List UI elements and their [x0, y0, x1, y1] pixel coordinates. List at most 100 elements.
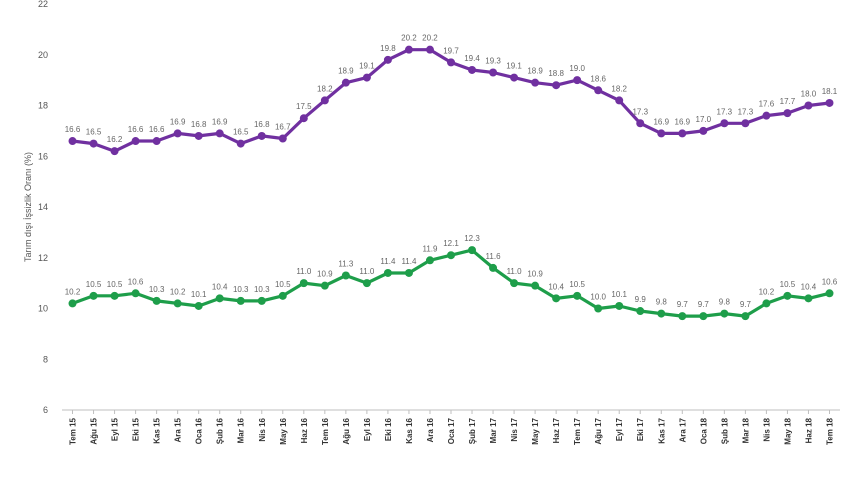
data-label: 10.1 — [611, 290, 627, 299]
x-tick-label: Tem 17 — [573, 417, 582, 445]
x-tick-label: Tem 15 — [69, 417, 78, 445]
data-label: 10.3 — [149, 285, 165, 294]
data-label: 17.5 — [296, 102, 312, 111]
x-tick-label: Mar 18 — [741, 417, 750, 443]
data-point — [552, 294, 561, 303]
data-point — [194, 131, 203, 140]
data-label: 16.9 — [212, 117, 228, 126]
x-tick-label: Kas 16 — [405, 417, 414, 443]
data-point — [825, 289, 834, 298]
x-tick-label: Mar 16 — [237, 417, 246, 443]
data-labels: 16.6 16.5 16.2 16.6 16.6 16.9 16.8 16.9 16.5 16.8… — [65, 34, 838, 309]
data-point — [783, 291, 792, 300]
data-label: 18.1 — [822, 87, 838, 96]
x-tick-label: Kas 15 — [153, 417, 162, 443]
data-point — [657, 129, 666, 138]
x-tick-label: Ağu 17 — [594, 417, 603, 444]
data-point — [594, 86, 603, 95]
data-point — [636, 307, 645, 316]
data-point — [320, 281, 329, 290]
data-label: 9.7 — [698, 300, 710, 309]
data-point — [657, 309, 666, 318]
data-point — [131, 289, 140, 298]
data-point — [404, 268, 413, 277]
data-point — [783, 109, 792, 118]
x-tick-label: Eyl 16 — [363, 417, 372, 441]
data-point — [489, 68, 498, 77]
data-point — [825, 98, 834, 107]
data-point — [131, 137, 140, 146]
data-point — [615, 96, 624, 105]
data-label: 11.6 — [486, 252, 502, 261]
data-point — [236, 139, 245, 148]
data-point — [404, 45, 413, 54]
data-label: 10.3 — [233, 285, 249, 294]
data-point — [678, 312, 687, 321]
data-point — [383, 268, 392, 277]
data-point — [741, 312, 750, 321]
data-point — [215, 294, 224, 303]
y-tick-label: 22 — [38, 0, 48, 9]
data-label: 17.6 — [759, 100, 775, 109]
data-label: 18.2 — [611, 84, 627, 93]
series-lines — [68, 45, 834, 321]
data-point — [468, 246, 477, 255]
y-tick-label: 18 — [38, 101, 48, 111]
x-tick-label: Ağu 15 — [90, 417, 99, 444]
data-label: 19.0 — [569, 64, 585, 73]
x-tick-label: Eyl 15 — [111, 417, 120, 441]
y-tick-label: 8 — [43, 354, 48, 364]
data-label: 17.7 — [780, 97, 796, 106]
y-tick-label: 14 — [38, 202, 48, 212]
data-label: 16.6 — [149, 125, 165, 134]
data-point — [278, 291, 287, 300]
data-point — [447, 58, 455, 67]
data-point — [762, 111, 771, 120]
x-tick-label: Haz 17 — [552, 417, 561, 443]
data-label: 10.2 — [759, 287, 775, 296]
y-tick-label: 12 — [38, 253, 48, 263]
data-point — [257, 131, 266, 140]
data-label: 11.0 — [359, 267, 375, 276]
data-label: 19.1 — [506, 62, 522, 71]
x-tick-label: Oca 16 — [195, 417, 204, 444]
data-label: 16.6 — [128, 125, 144, 134]
data-label: 16.9 — [170, 117, 186, 126]
data-label: 10.2 — [65, 287, 81, 296]
data-label: 10.5 — [107, 280, 123, 289]
data-point — [425, 256, 434, 265]
data-label: 20.2 — [422, 34, 438, 43]
data-label: 16.2 — [107, 135, 123, 144]
data-point — [362, 73, 371, 82]
data-label: 17.3 — [632, 107, 648, 116]
data-label: 10.0 — [590, 293, 606, 302]
data-point — [341, 271, 350, 280]
data-label: 11.0 — [507, 267, 523, 276]
x-tick-label: Tem 16 — [321, 417, 330, 445]
axes: 6 8 10 12 14 16 18 20 22 Tem 15 Ağu 15 Eyl 15 Eki 15… — [38, 0, 840, 445]
data-label: 11.4 — [401, 257, 417, 266]
x-tick-label: Ara 15 — [174, 417, 183, 442]
data-point — [194, 301, 203, 310]
data-label: 16.9 — [675, 117, 691, 126]
data-point — [152, 296, 161, 305]
data-point — [468, 65, 477, 74]
data-label: 16.6 — [65, 125, 81, 134]
data-label: 10.5 — [569, 280, 585, 289]
data-point — [531, 78, 540, 87]
data-label: 18.0 — [801, 90, 817, 99]
data-label: 19.3 — [485, 57, 501, 66]
data-point — [615, 301, 624, 310]
data-point — [68, 299, 77, 308]
data-point — [741, 119, 750, 128]
x-tick-label: Eki 17 — [636, 417, 645, 441]
data-point — [489, 263, 498, 272]
x-tick-label: Eki 16 — [384, 417, 393, 441]
data-label: 11.4 — [380, 257, 396, 266]
data-point — [110, 291, 119, 300]
data-label: 19.1 — [359, 62, 375, 71]
data-label: 16.5 — [86, 128, 102, 137]
data-label: 10.5 — [275, 280, 291, 289]
data-label: 16.5 — [233, 128, 249, 137]
data-label: 10.5 — [780, 280, 796, 289]
